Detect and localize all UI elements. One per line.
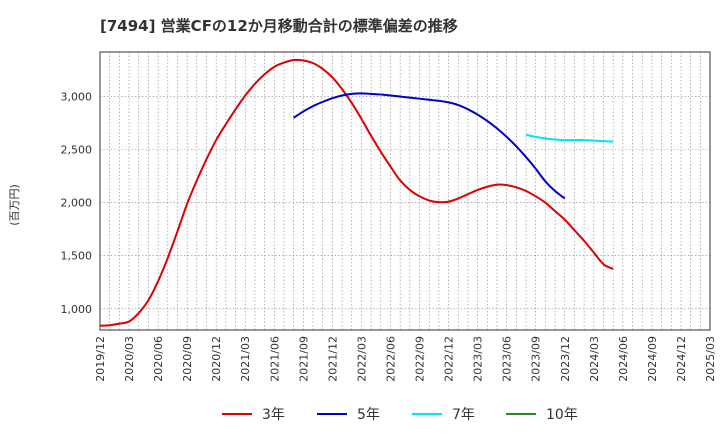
series-line-0 [99,58,614,327]
x-tick-label: 2020/03 [123,336,136,382]
x-axis: 2019/12 2020/03 2020/06 2020/09 2020/12 2021/… [94,336,717,382]
legend-label: 10年 [546,407,578,423]
x-tick-label: 2024/09 [646,336,659,382]
y-tick-label: 1,000 [61,303,93,316]
plot-area [99,51,711,331]
x-tick-label: 2022/09 [414,336,427,382]
legend-label: 3年 [262,407,285,423]
x-tick-label: 2024/03 [588,336,601,382]
y-axis-label: (百万円) [8,184,21,226]
x-tick-label: 2025/03 [704,336,717,382]
x-tick-label: 2020/09 [181,336,194,382]
x-tick-label: 2022/12 [443,336,456,382]
series-line-1 [293,92,566,200]
y-axis: 1,000 1,500 2,000 2,500 3,000 [61,91,93,316]
x-tick-label: 2020/06 [152,336,165,382]
x-tick-label: 2020/12 [210,336,223,382]
chart-title: [7494] 営業CFの12か月移動合計の標準偏差の推移 [100,17,458,35]
series-lines [99,58,614,327]
grid [99,52,711,330]
x-tick-label: 2021/06 [268,336,281,382]
y-tick-label: 3,000 [61,91,93,104]
x-tick-label: 2023/12 [559,336,572,382]
y-tick-label: 1,500 [61,250,93,263]
x-tick-label: 2024/12 [675,336,688,382]
x-tick-label: 2022/06 [384,336,397,382]
x-tick-label: 2023/09 [530,336,543,382]
x-tick-label: 2022/03 [355,336,368,382]
y-tick-label: 2,000 [61,197,93,210]
x-tick-label: 2024/06 [617,336,630,382]
legend-label: 5年 [357,407,380,423]
x-tick-label: 2021/09 [297,336,310,382]
y-tick-label: 2,500 [61,144,93,157]
x-tick-label: 2021/03 [239,336,252,382]
x-tick-label: 2021/12 [326,336,339,382]
x-tick-label: 2023/06 [501,336,514,382]
x-tick-label: 2023/03 [472,336,485,382]
x-tick-label: 2019/12 [94,336,107,382]
legend: 3年 5年 7年 10年 [222,407,578,423]
series-line-2 [525,133,614,143]
legend-label: 7年 [452,407,475,423]
